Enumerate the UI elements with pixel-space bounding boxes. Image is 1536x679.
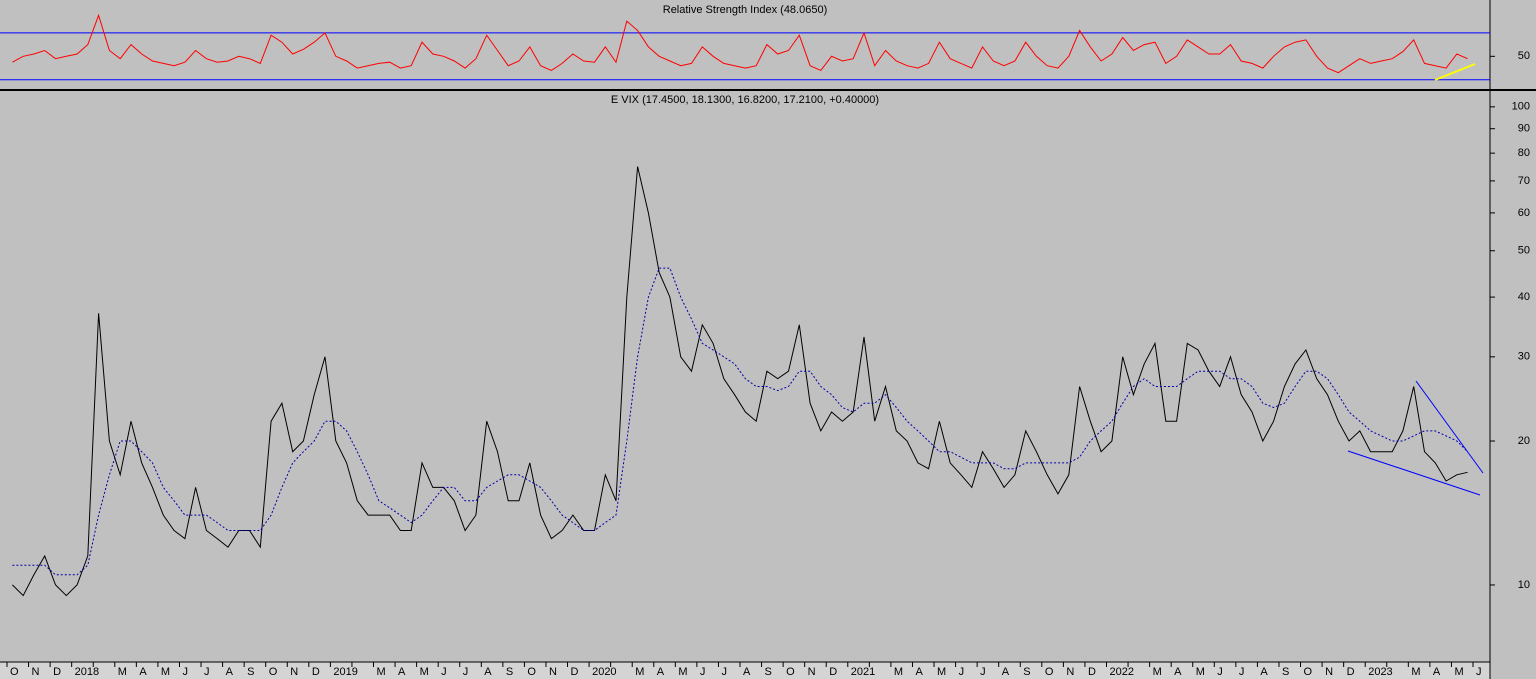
x-tick-label: A	[226, 666, 234, 678]
y-tick-label: 20	[1518, 435, 1530, 447]
x-tick-label: O	[1304, 666, 1313, 678]
x-tick-label: O	[1045, 666, 1054, 678]
x-tick-label: M	[377, 666, 386, 678]
x-tick-label: A	[139, 666, 147, 678]
x-tick-label: J	[204, 666, 210, 678]
x-tick-label: A	[484, 666, 492, 678]
x-tick-label: M	[118, 666, 127, 678]
x-tick-label: N	[808, 666, 816, 678]
x-axis-strip	[0, 662, 1490, 679]
y-tick-label: 80	[1518, 147, 1530, 159]
x-tick-label: J	[463, 666, 469, 678]
data-line	[12, 166, 1468, 597]
x-tick-label: M	[1196, 666, 1205, 678]
x-tick-label: J	[721, 666, 727, 678]
x-tick-label: O	[269, 666, 278, 678]
trend-line	[1347, 450, 1481, 496]
data-line	[12, 267, 1468, 576]
x-tick-label: M	[937, 666, 946, 678]
trend-line	[1415, 380, 1484, 474]
x-tick-label: S	[1282, 666, 1289, 678]
x-tick-label: S	[506, 666, 513, 678]
x-tick-label: J	[1217, 666, 1223, 678]
trend-line	[1434, 63, 1476, 81]
y-tick-label: 60	[1518, 207, 1530, 219]
x-tick-label: M	[420, 666, 429, 678]
y-tick-label: 100	[1512, 101, 1530, 113]
x-tick-label: M	[1153, 666, 1162, 678]
x-tick-label: N	[290, 666, 298, 678]
vix-title: E VIX (17.4500, 18.1300, 16.8200, 17.210…	[611, 94, 879, 106]
x-tick-label: A	[915, 666, 923, 678]
x-tick-label: 2018	[75, 666, 99, 678]
data-line	[12, 13, 1468, 74]
x-tick-label: S	[1023, 666, 1030, 678]
x-tick-label: D	[571, 666, 579, 678]
x-tick-label: O	[527, 666, 536, 678]
x-tick-label: D	[1347, 666, 1355, 678]
x-tick-label: M	[678, 666, 687, 678]
x-tick-label: J	[700, 666, 706, 678]
x-tick-label: M	[1411, 666, 1420, 678]
y-tick-label: 50	[1518, 245, 1530, 257]
x-tick-label: M	[161, 666, 170, 678]
x-tick-label: A	[743, 666, 751, 678]
x-tick-label: O	[10, 666, 19, 678]
x-tick-label: J	[441, 666, 447, 678]
x-tick-label: D	[53, 666, 61, 678]
x-tick-label: A	[1174, 666, 1182, 678]
x-tick-label: A	[1260, 666, 1268, 678]
x-tick-label: 2022	[1110, 666, 1134, 678]
x-tick-label: S	[765, 666, 772, 678]
x-tick-label: N	[32, 666, 40, 678]
x-tick-label: J	[959, 666, 965, 678]
x-tick-label: N	[549, 666, 557, 678]
x-tick-label: 2020	[592, 666, 616, 678]
x-tick-label: 2021	[851, 666, 875, 678]
y-tick-label: 30	[1518, 351, 1530, 363]
x-tick-label: J	[980, 666, 986, 678]
x-tick-label: 2019	[333, 666, 357, 678]
x-tick-label: D	[829, 666, 837, 678]
x-tick-label: J	[1476, 666, 1482, 678]
x-tick-label: M	[1454, 666, 1463, 678]
x-tick-label: N	[1066, 666, 1074, 678]
y-tick-label: 50	[1518, 50, 1530, 62]
x-tick-label: O	[786, 666, 795, 678]
x-tick-label: N	[1325, 666, 1333, 678]
x-tick-label: D	[312, 666, 320, 678]
rsi-title: Relative Strength Index (48.0650)	[663, 4, 828, 16]
y-tick-label: 10	[1518, 579, 1530, 591]
y-tick-label: 70	[1518, 175, 1530, 187]
x-tick-label: A	[657, 666, 665, 678]
y-tick-label: 90	[1518, 123, 1530, 135]
x-tick-label: M	[894, 666, 903, 678]
x-tick-label: M	[635, 666, 644, 678]
x-tick-label: 2023	[1368, 666, 1392, 678]
y-tick-label: 40	[1518, 291, 1530, 303]
x-tick-label: J	[182, 666, 188, 678]
x-tick-label: A	[1433, 666, 1441, 678]
x-tick-label: A	[398, 666, 406, 678]
x-tick-label: A	[1002, 666, 1010, 678]
x-tick-label: S	[247, 666, 254, 678]
x-tick-label: J	[1239, 666, 1245, 678]
x-tick-label: D	[1088, 666, 1096, 678]
